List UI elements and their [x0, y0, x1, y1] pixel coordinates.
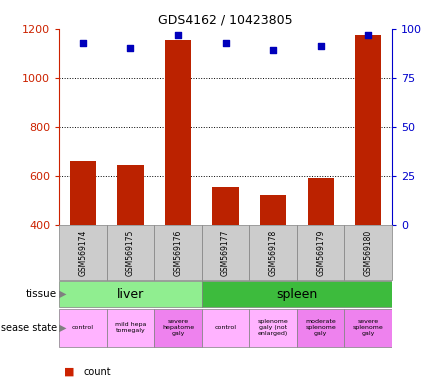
Bar — [297, 309, 344, 347]
Text: count: count — [83, 367, 111, 377]
Bar — [344, 225, 392, 280]
Bar — [249, 309, 297, 347]
Text: liver: liver — [117, 288, 144, 301]
Text: GSM569177: GSM569177 — [221, 229, 230, 276]
Text: splenome
galy (not
enlarged): splenome galy (not enlarged) — [258, 319, 289, 336]
Text: GSM569176: GSM569176 — [173, 229, 183, 276]
Text: ▶: ▶ — [59, 289, 66, 299]
Bar — [202, 309, 249, 347]
Text: disease state: disease state — [0, 323, 57, 333]
Bar — [59, 309, 107, 347]
Bar — [212, 187, 239, 225]
Bar — [297, 225, 344, 280]
Text: GSM569174: GSM569174 — [78, 229, 88, 276]
Point — [317, 43, 324, 50]
Bar — [249, 225, 297, 280]
Text: moderate
splenome
galy: moderate splenome galy — [305, 319, 336, 336]
Bar — [70, 161, 96, 225]
Text: GSM569179: GSM569179 — [316, 229, 325, 276]
Bar — [307, 178, 334, 225]
Text: control: control — [215, 325, 237, 330]
Text: GSM569175: GSM569175 — [126, 229, 135, 276]
Bar — [165, 40, 191, 225]
Text: GSM569180: GSM569180 — [364, 229, 373, 276]
Text: mild hepa
tomegaly: mild hepa tomegaly — [115, 322, 146, 333]
Bar — [355, 35, 381, 225]
Bar — [260, 195, 286, 225]
Bar — [154, 225, 202, 280]
Point — [174, 31, 181, 38]
Text: GSM569178: GSM569178 — [268, 229, 278, 276]
Bar — [107, 225, 154, 280]
Bar — [202, 225, 249, 280]
Point — [127, 45, 134, 51]
Bar — [154, 309, 202, 347]
Point — [79, 40, 86, 46]
Bar — [59, 281, 202, 308]
Bar — [344, 309, 392, 347]
Bar — [107, 309, 154, 347]
Bar — [117, 165, 144, 225]
Text: spleen: spleen — [276, 288, 318, 301]
Text: severe
hepatome
galy: severe hepatome galy — [162, 319, 194, 336]
Point — [270, 47, 277, 53]
Text: ■: ■ — [64, 367, 74, 377]
Text: control: control — [72, 325, 94, 330]
Bar — [202, 281, 392, 308]
Title: GDS4162 / 10423805: GDS4162 / 10423805 — [158, 13, 293, 26]
Point — [222, 40, 229, 46]
Text: ▶: ▶ — [59, 323, 66, 333]
Text: tissue: tissue — [26, 289, 57, 299]
Text: severe
splenome
galy: severe splenome galy — [353, 319, 384, 336]
Bar — [59, 225, 107, 280]
Point — [365, 31, 372, 38]
